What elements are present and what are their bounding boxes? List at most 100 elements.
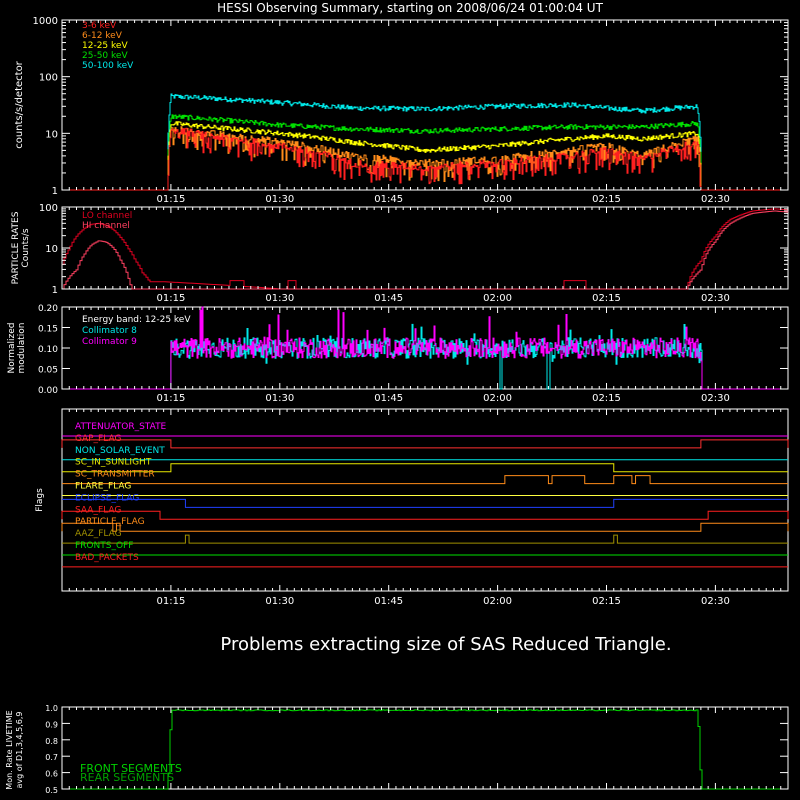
y-tick-label: 0.05: [38, 366, 58, 376]
legend-rear-segments: REAR SEGMENTS: [80, 771, 174, 784]
series-front-segments: [62, 709, 788, 790]
x-tick-label: 02:00: [483, 293, 512, 304]
flag-label-gap-flag: GAP_FLAG: [75, 434, 121, 444]
flag-lines: ATTENUATOR_STATE GAP_FLAG NON_SOLAR_EVENT S…: [61, 422, 789, 568]
x-tick-label: 02:15: [592, 596, 621, 607]
livetime-y-ticks: 0.5 0.6 0.7 0.8 0.9 1.0: [45, 704, 788, 795]
x-tick-label: 02:15: [592, 194, 621, 205]
flags-panel: ATTENUATOR_STATE GAP_FLAG NON_SOLAR_EVENT S…: [35, 408, 789, 607]
flag-label-non-solar-event: NON_SOLAR_EVENT: [75, 446, 165, 456]
flag-label-bad-packets: BAD_PACKETS: [75, 553, 139, 563]
flag-label-flare-flag: FLARE_FLAG: [75, 482, 131, 492]
legend-collimator-9: Collimator 9: [82, 337, 137, 347]
x-tick-label: 01:30: [265, 393, 294, 404]
sas-message: Problems extracting size of SAS Reduced …: [220, 634, 671, 655]
x-tick-label: 01:30: [265, 293, 294, 304]
y-tick-label: 1: [52, 285, 58, 296]
x-tick-label: 01:15: [156, 393, 185, 404]
x-tick-label: 02:30: [701, 194, 730, 205]
y-tick-label: 0.7: [45, 753, 58, 762]
y-tick-label: 0.8: [45, 737, 58, 746]
particle-ylabel-line1: PARTICLE RATES: [11, 211, 21, 284]
x-tick-label: 01:30: [265, 596, 294, 607]
y-tick-label: 1.0: [45, 704, 58, 713]
x-tick-label: 01:15: [156, 293, 185, 304]
y-tick-label: 0.9: [45, 720, 58, 729]
livetime-ylabel-line2: avg of D1,3,4,5,6,9: [15, 712, 24, 789]
flag-label-sc-transmitter: SC_TRANSMITTER: [75, 470, 155, 480]
particle-x-ticks: 01:15 01:30 01:45 02:00 02:15 02:30: [68, 207, 789, 304]
flag-label-attenuator-state: ATTENUATOR_STATE: [75, 422, 167, 432]
flag-label-aaz-flag: AAZ_FLAG: [75, 529, 122, 539]
x-tick-label: 02:30: [701, 393, 730, 404]
y-tick-label: 100: [39, 73, 58, 84]
x-tick-label: 02:00: [483, 393, 512, 404]
count-rate-x-ticks: 01:15 01:30 01:45 02:00 02:15 02:30: [68, 20, 789, 205]
chart-title: HESSI Observing Summary, starting on 200…: [217, 1, 603, 15]
legend-front-segments: FRONT SEGMENTS: [80, 762, 182, 775]
y-tick-label: 0.6: [45, 770, 58, 779]
flag-label-sc-in-sunlight: SC_IN_SUNLIGHT: [75, 458, 152, 468]
livetime-x-ticks: [68, 707, 789, 789]
series-lo-channel: [62, 208, 789, 290]
legend-50-100-kev: 50-100 keV: [82, 61, 134, 71]
x-tick-label: 01:30: [265, 194, 294, 205]
count-rate-series: [62, 93, 788, 191]
livetime-ylabel-line1: Mon. Rate LIVETIME: [5, 710, 14, 789]
x-tick-label: 01:45: [374, 596, 403, 607]
count-rate-panel: 1 10 100 1000 01:15 01:30 01:45 02:00 02:15 02:3…: [14, 16, 789, 205]
x-tick-label: 02:15: [592, 293, 621, 304]
x-tick-label: 01:45: [374, 194, 403, 205]
series-50-100-kev: [62, 93, 788, 191]
legend-25-50-kev: 25-50 keV: [82, 51, 128, 61]
legend-collimator-8: Collimator 8: [82, 326, 137, 336]
x-tick-label: 02:00: [483, 596, 512, 607]
flag-label-particle-flag: PARTICLE_FLAG: [75, 517, 145, 527]
series-collimator-9: [62, 306, 788, 390]
flag-label-eclipse-flag: ECLIPSE_FLAG: [75, 493, 139, 503]
flag-line-gap-flag: [61, 439, 789, 449]
modulation-panel: 0.00 0.05 0.10 0.15 0.20 01:15 01:30 01:45 02:0…: [7, 304, 789, 404]
livetime-panel: 0.5 0.6 0.7 0.8 0.9 1.0 Mon. Rate LIVETIME av…: [5, 704, 789, 795]
flags-x-ticks: 01:15 01:30 01:45 02:00 02:15 02:30: [68, 409, 789, 607]
modulation-series: [62, 306, 788, 390]
y-tick-label: 1000: [33, 16, 58, 27]
series-12-25-kev: [62, 121, 788, 191]
particle-panel: 1 10 100 01:15 01:30 01:45 02:00 02:15 02:30 PA…: [11, 203, 789, 304]
particle-y-ticks: 1 10 100: [39, 203, 788, 296]
legend-6-12-kev: 6-12 keV: [82, 31, 123, 41]
flag-line-saa-flag: [61, 510, 789, 520]
legend-lo-channel: LO channel: [82, 211, 132, 221]
y-tick-label: 0.00: [38, 386, 58, 396]
x-tick-label: 02:00: [483, 194, 512, 205]
modulation-ylabel-line2: modulation: [17, 323, 27, 374]
particle-series: [62, 208, 789, 290]
y-tick-label: 0.10: [38, 345, 58, 355]
particle-frame: [61, 206, 789, 290]
count-rate-ylabel: counts/s/detector: [14, 60, 25, 148]
flags-ylabel: Flags: [35, 488, 45, 512]
count-rate-y-ticks: 1 10 100 1000: [33, 16, 788, 197]
legend-3-6-kev: 3-6 keV: [82, 21, 117, 31]
y-tick-label: 0.20: [38, 304, 58, 314]
x-tick-label: 01:15: [156, 596, 185, 607]
y-tick-label: 0.15: [38, 325, 58, 335]
y-tick-label: 10: [45, 244, 58, 255]
legend-12-25-kev: 12-25 keV: [82, 41, 128, 51]
y-tick-label: 10: [45, 129, 58, 140]
y-tick-label: 1: [52, 186, 58, 197]
series-25-50-kev: [62, 114, 788, 191]
series-3-6-kev: [62, 127, 788, 191]
x-tick-label: 01:45: [374, 393, 403, 404]
flag-label-fronts-off: FRONTS_OFF: [75, 541, 133, 551]
flag-line-sc-in-sunlight: [62, 463, 788, 473]
livetime-series: [62, 709, 788, 790]
modulation-ylabel-line1: Normalized: [7, 322, 17, 373]
flag-line-eclipse-flag: [62, 498, 788, 508]
legend-hi-channel: HI channel: [82, 221, 130, 231]
